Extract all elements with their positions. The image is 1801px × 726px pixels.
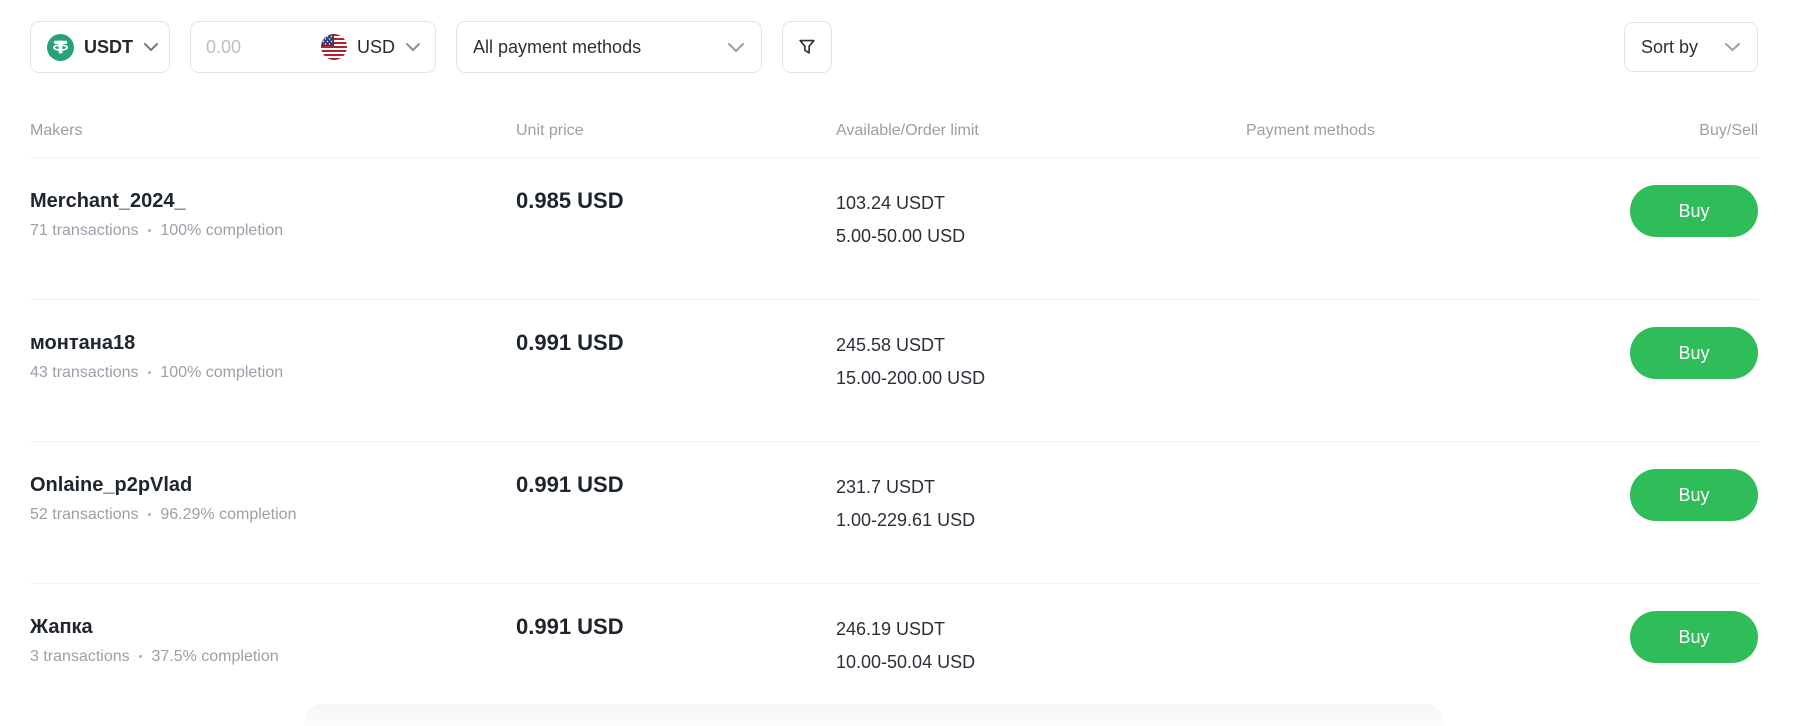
bottom-panel-edge (305, 704, 1443, 726)
available-amount: 103.24 USDT (836, 193, 946, 213)
unit-price: 0.991 USD (516, 614, 624, 639)
sort-by-label: Sort by (1641, 36, 1699, 57)
payment-methods-cell (1246, 442, 1576, 583)
payment-methods-cell (1246, 158, 1576, 299)
offer-row: монтана18 43 transactions • 100% complet… (30, 300, 1758, 442)
header-payment-methods: Payment methods (1246, 122, 1375, 139)
order-limit: 15.00-200.00 USD (836, 368, 986, 388)
payment-methods-cell (1246, 300, 1576, 441)
available-amount: 246.19 USDT (836, 619, 946, 639)
order-limit: 10.00-50.04 USD (836, 652, 976, 672)
filter-button[interactable] (782, 21, 832, 73)
unit-price: 0.991 USD (516, 330, 624, 355)
header-buy-sell: Buy/Sell (1699, 122, 1758, 139)
amount-input-group: USD (190, 21, 436, 73)
completion-rate: 100% completion (160, 364, 284, 381)
buy-button[interactable]: Buy (1630, 327, 1758, 379)
chevron-down-icon (143, 42, 159, 52)
crypto-currency-select[interactable]: USDT (30, 21, 170, 73)
chevron-down-icon[interactable] (405, 42, 421, 52)
funnel-icon (796, 36, 818, 58)
table-header-row: Makers Unit price Available/Order limit … (30, 73, 1758, 158)
buy-button[interactable]: Buy (1630, 611, 1758, 663)
amount-input[interactable] (191, 22, 291, 72)
stats-separator: • (147, 367, 152, 379)
maker-name[interactable]: монтана18 (30, 332, 136, 354)
buy-button[interactable]: Buy (1630, 469, 1758, 521)
available-amount: 245.58 USDT (836, 335, 946, 355)
sort-by-select[interactable]: Sort by (1624, 22, 1758, 72)
completion-rate: 37.5% completion (151, 648, 279, 665)
maker-name[interactable]: Merchant_2024_ (30, 190, 186, 212)
maker-name[interactable]: Onlaine_p2pVlad (30, 474, 193, 496)
order-limit: 5.00-50.00 USD (836, 226, 966, 246)
payment-methods-select[interactable]: All payment methods (456, 21, 762, 73)
offer-row: Onlaine_p2pVlad 52 transactions • 96.29%… (30, 442, 1758, 584)
fiat-currency-label[interactable]: USD (356, 36, 395, 57)
completion-rate: 100% completion (160, 222, 284, 239)
offer-row: Жапка 3 transactions • 37.5% completion … (30, 584, 1758, 726)
transactions-count: 71 transactions (30, 222, 139, 239)
payment-select-label: All payment methods (473, 36, 642, 57)
stats-separator: • (147, 225, 152, 237)
chevron-down-icon (1724, 42, 1741, 52)
unit-price: 0.991 USD (516, 472, 624, 497)
us-flag-icon (320, 34, 347, 60)
transactions-count: 43 transactions (30, 364, 139, 381)
offers-table: Makers Unit price Available/Order limit … (0, 73, 1801, 726)
stats-separator: • (138, 651, 143, 663)
tether-icon (47, 33, 74, 61)
filters-toolbar: USDT (0, 0, 1801, 73)
unit-price: 0.985 USD (516, 188, 624, 213)
crypto-select-label: USDT (84, 36, 133, 57)
maker-name[interactable]: Жапка (30, 616, 93, 638)
header-available: Available/Order limit (836, 122, 979, 139)
header-unit-price: Unit price (516, 122, 584, 139)
stats-separator: • (147, 509, 152, 521)
completion-rate: 96.29% completion (160, 506, 297, 523)
buy-button[interactable]: Buy (1630, 185, 1758, 237)
transactions-count: 3 transactions (30, 648, 130, 665)
available-amount: 231.7 USDT (836, 477, 936, 497)
offer-row: Merchant_2024_ 71 transactions • 100% co… (30, 158, 1758, 300)
header-makers: Makers (30, 122, 83, 139)
transactions-count: 52 transactions (30, 506, 139, 523)
order-limit: 1.00-229.61 USD (836, 510, 976, 530)
chevron-down-icon (727, 42, 745, 53)
